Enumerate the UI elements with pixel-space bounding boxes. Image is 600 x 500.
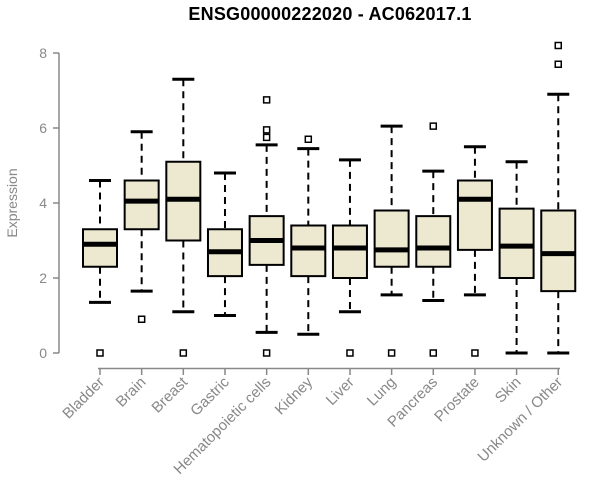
x-category-label: Prostate [431, 374, 483, 426]
outlier-point [179, 349, 188, 357]
outlier-point [262, 96, 271, 104]
outlier-point [429, 122, 438, 130]
outlier-point [262, 126, 271, 134]
outlier-point [262, 133, 271, 142]
y-tick-label: 8 [39, 45, 47, 61]
box-iqr [498, 207, 535, 279]
box-iqr [456, 179, 493, 251]
box-iqr [290, 224, 327, 278]
outlier-point [387, 349, 396, 357]
y-tick-label: 0 [39, 345, 47, 361]
x-category-label: Lung [364, 374, 400, 410]
box-iqr [82, 228, 118, 268]
outlier-point [471, 349, 479, 357]
x-category-label: Brain [113, 374, 150, 411]
outlier-point [304, 135, 313, 143]
outlier-point [96, 349, 104, 357]
outlier-point [554, 60, 563, 68]
box-iqr [540, 209, 577, 293]
x-category-label: Liver [323, 374, 358, 409]
y-axis-title: Expression [4, 168, 20, 237]
y-tick-label: 6 [39, 120, 47, 136]
x-category-label: Breast [148, 373, 191, 416]
outlier-point [554, 41, 563, 50]
box-iqr [123, 179, 160, 231]
outlier-point [429, 349, 438, 357]
box-iqr [373, 209, 410, 268]
outlier-point [137, 315, 146, 323]
x-category-label: Kidney [272, 373, 317, 418]
box-iqr [415, 215, 452, 268]
box-iqr [331, 224, 368, 279]
outlier-point [346, 349, 354, 357]
y-tick-label: 4 [39, 195, 47, 211]
outlier-point [262, 349, 271, 357]
y-tick-label: 2 [39, 270, 47, 286]
chart-title: ENSG00000222020 - AC062017.1 [188, 4, 472, 24]
x-category-label: Bladder [59, 374, 108, 423]
x-category-label: Skin [492, 374, 525, 407]
